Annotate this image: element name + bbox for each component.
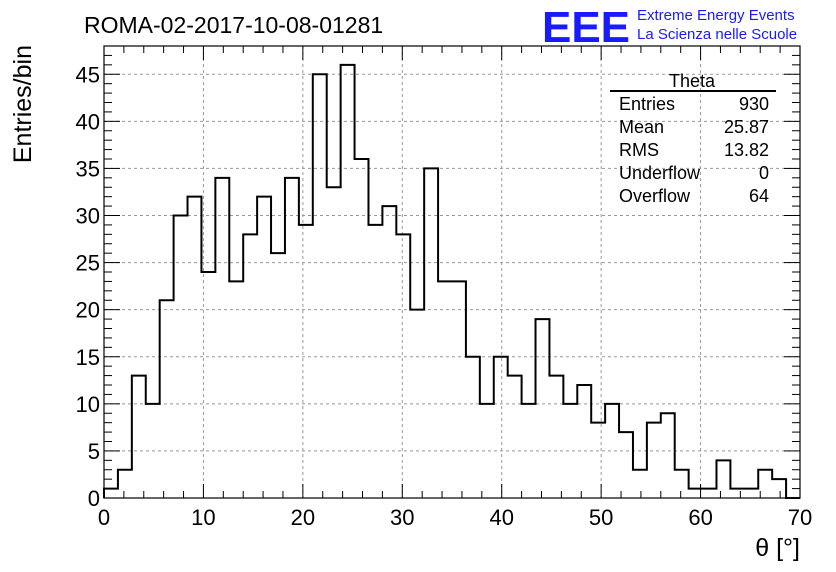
y-tick-label: 25	[76, 251, 100, 276]
stats-row-label: Underflow	[619, 163, 701, 183]
stats-row-label: Mean	[619, 117, 664, 137]
x-tick-label: 10	[191, 505, 215, 530]
y-tick-label: 0	[88, 486, 100, 511]
x-tick-label: 50	[589, 505, 613, 530]
axis-ticks	[103, 45, 801, 499]
y-tick-label: 10	[76, 392, 100, 417]
y-tick-label: 20	[76, 298, 100, 323]
stats-row-value: 64	[749, 186, 769, 206]
stats-row-label: Entries	[619, 94, 675, 114]
org-line-2: La Scienza nelle Scuole	[637, 26, 797, 43]
y-tick-label: 15	[76, 345, 100, 370]
y-axis-title: Entries/bin	[9, 45, 37, 163]
x-tick-label: 70	[788, 505, 812, 530]
y-tick-label: 5	[88, 439, 100, 464]
y-tick-label: 45	[76, 62, 100, 87]
stats-row-label: RMS	[619, 140, 659, 160]
x-tick-label: 0	[98, 505, 110, 530]
x-tick-label: 30	[390, 505, 414, 530]
chart-title: ROMA-02-2017-10-08-01281	[84, 12, 383, 38]
org-line-1: Extreme Energy Events	[637, 7, 795, 24]
x-tick-label: 20	[291, 505, 315, 530]
y-tick-labels: 0 5 10 15 20 25 30 35 40 45	[76, 62, 100, 511]
grid-lines	[104, 46, 800, 498]
eee-logo: EEE	[542, 3, 630, 52]
stats-box: Theta Entries 930 Mean 25.87 RMS 13.82 Underfl…	[610, 71, 776, 206]
stats-box-name: Theta	[669, 71, 716, 91]
stats-row-label: Overflow	[619, 186, 691, 206]
y-tick-label: 30	[76, 204, 100, 229]
stats-row-value: 930	[739, 94, 769, 114]
y-tick-label: 35	[76, 156, 100, 181]
stats-row-value: 13.82	[724, 140, 769, 160]
stats-row-value: 0	[759, 163, 769, 183]
stats-row-value: 25.87	[724, 117, 769, 137]
x-tick-labels: 0 10 20 30 40 50 60 70	[98, 505, 812, 530]
x-tick-label: 60	[688, 505, 712, 530]
x-tick-label: 40	[489, 505, 513, 530]
x-axis-title: θ [°]	[755, 534, 800, 562]
y-tick-label: 40	[76, 109, 100, 134]
histogram-line	[103, 63, 800, 499]
